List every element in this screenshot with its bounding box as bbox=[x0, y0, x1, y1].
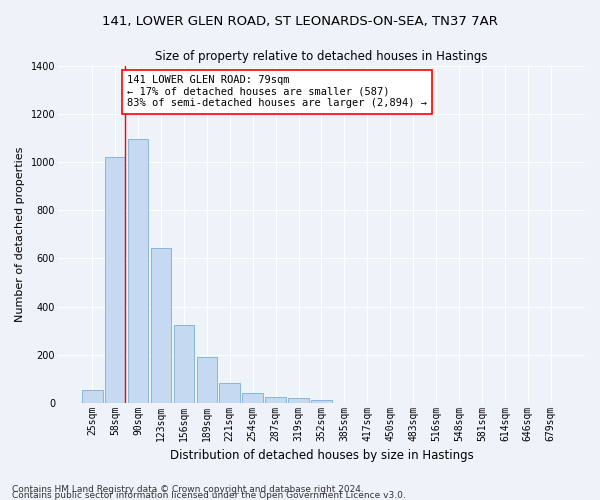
Y-axis label: Number of detached properties: Number of detached properties bbox=[15, 146, 25, 322]
Text: 141 LOWER GLEN ROAD: 79sqm
← 17% of detached houses are smaller (587)
83% of sem: 141 LOWER GLEN ROAD: 79sqm ← 17% of deta… bbox=[127, 75, 427, 108]
Bar bbox=[288, 398, 309, 403]
Bar bbox=[82, 390, 103, 403]
Bar bbox=[151, 248, 172, 403]
Title: Size of property relative to detached houses in Hastings: Size of property relative to detached ho… bbox=[155, 50, 488, 63]
Text: 141, LOWER GLEN ROAD, ST LEONARDS-ON-SEA, TN37 7AR: 141, LOWER GLEN ROAD, ST LEONARDS-ON-SEA… bbox=[102, 15, 498, 28]
X-axis label: Distribution of detached houses by size in Hastings: Distribution of detached houses by size … bbox=[170, 450, 473, 462]
Bar bbox=[105, 157, 125, 403]
Text: Contains HM Land Registry data © Crown copyright and database right 2024.: Contains HM Land Registry data © Crown c… bbox=[12, 484, 364, 494]
Bar bbox=[311, 400, 332, 403]
Bar bbox=[197, 358, 217, 403]
Bar bbox=[128, 139, 148, 403]
Bar bbox=[173, 325, 194, 403]
Bar bbox=[265, 397, 286, 403]
Bar bbox=[220, 382, 240, 403]
Bar bbox=[242, 394, 263, 403]
Text: Contains public sector information licensed under the Open Government Licence v3: Contains public sector information licen… bbox=[12, 490, 406, 500]
